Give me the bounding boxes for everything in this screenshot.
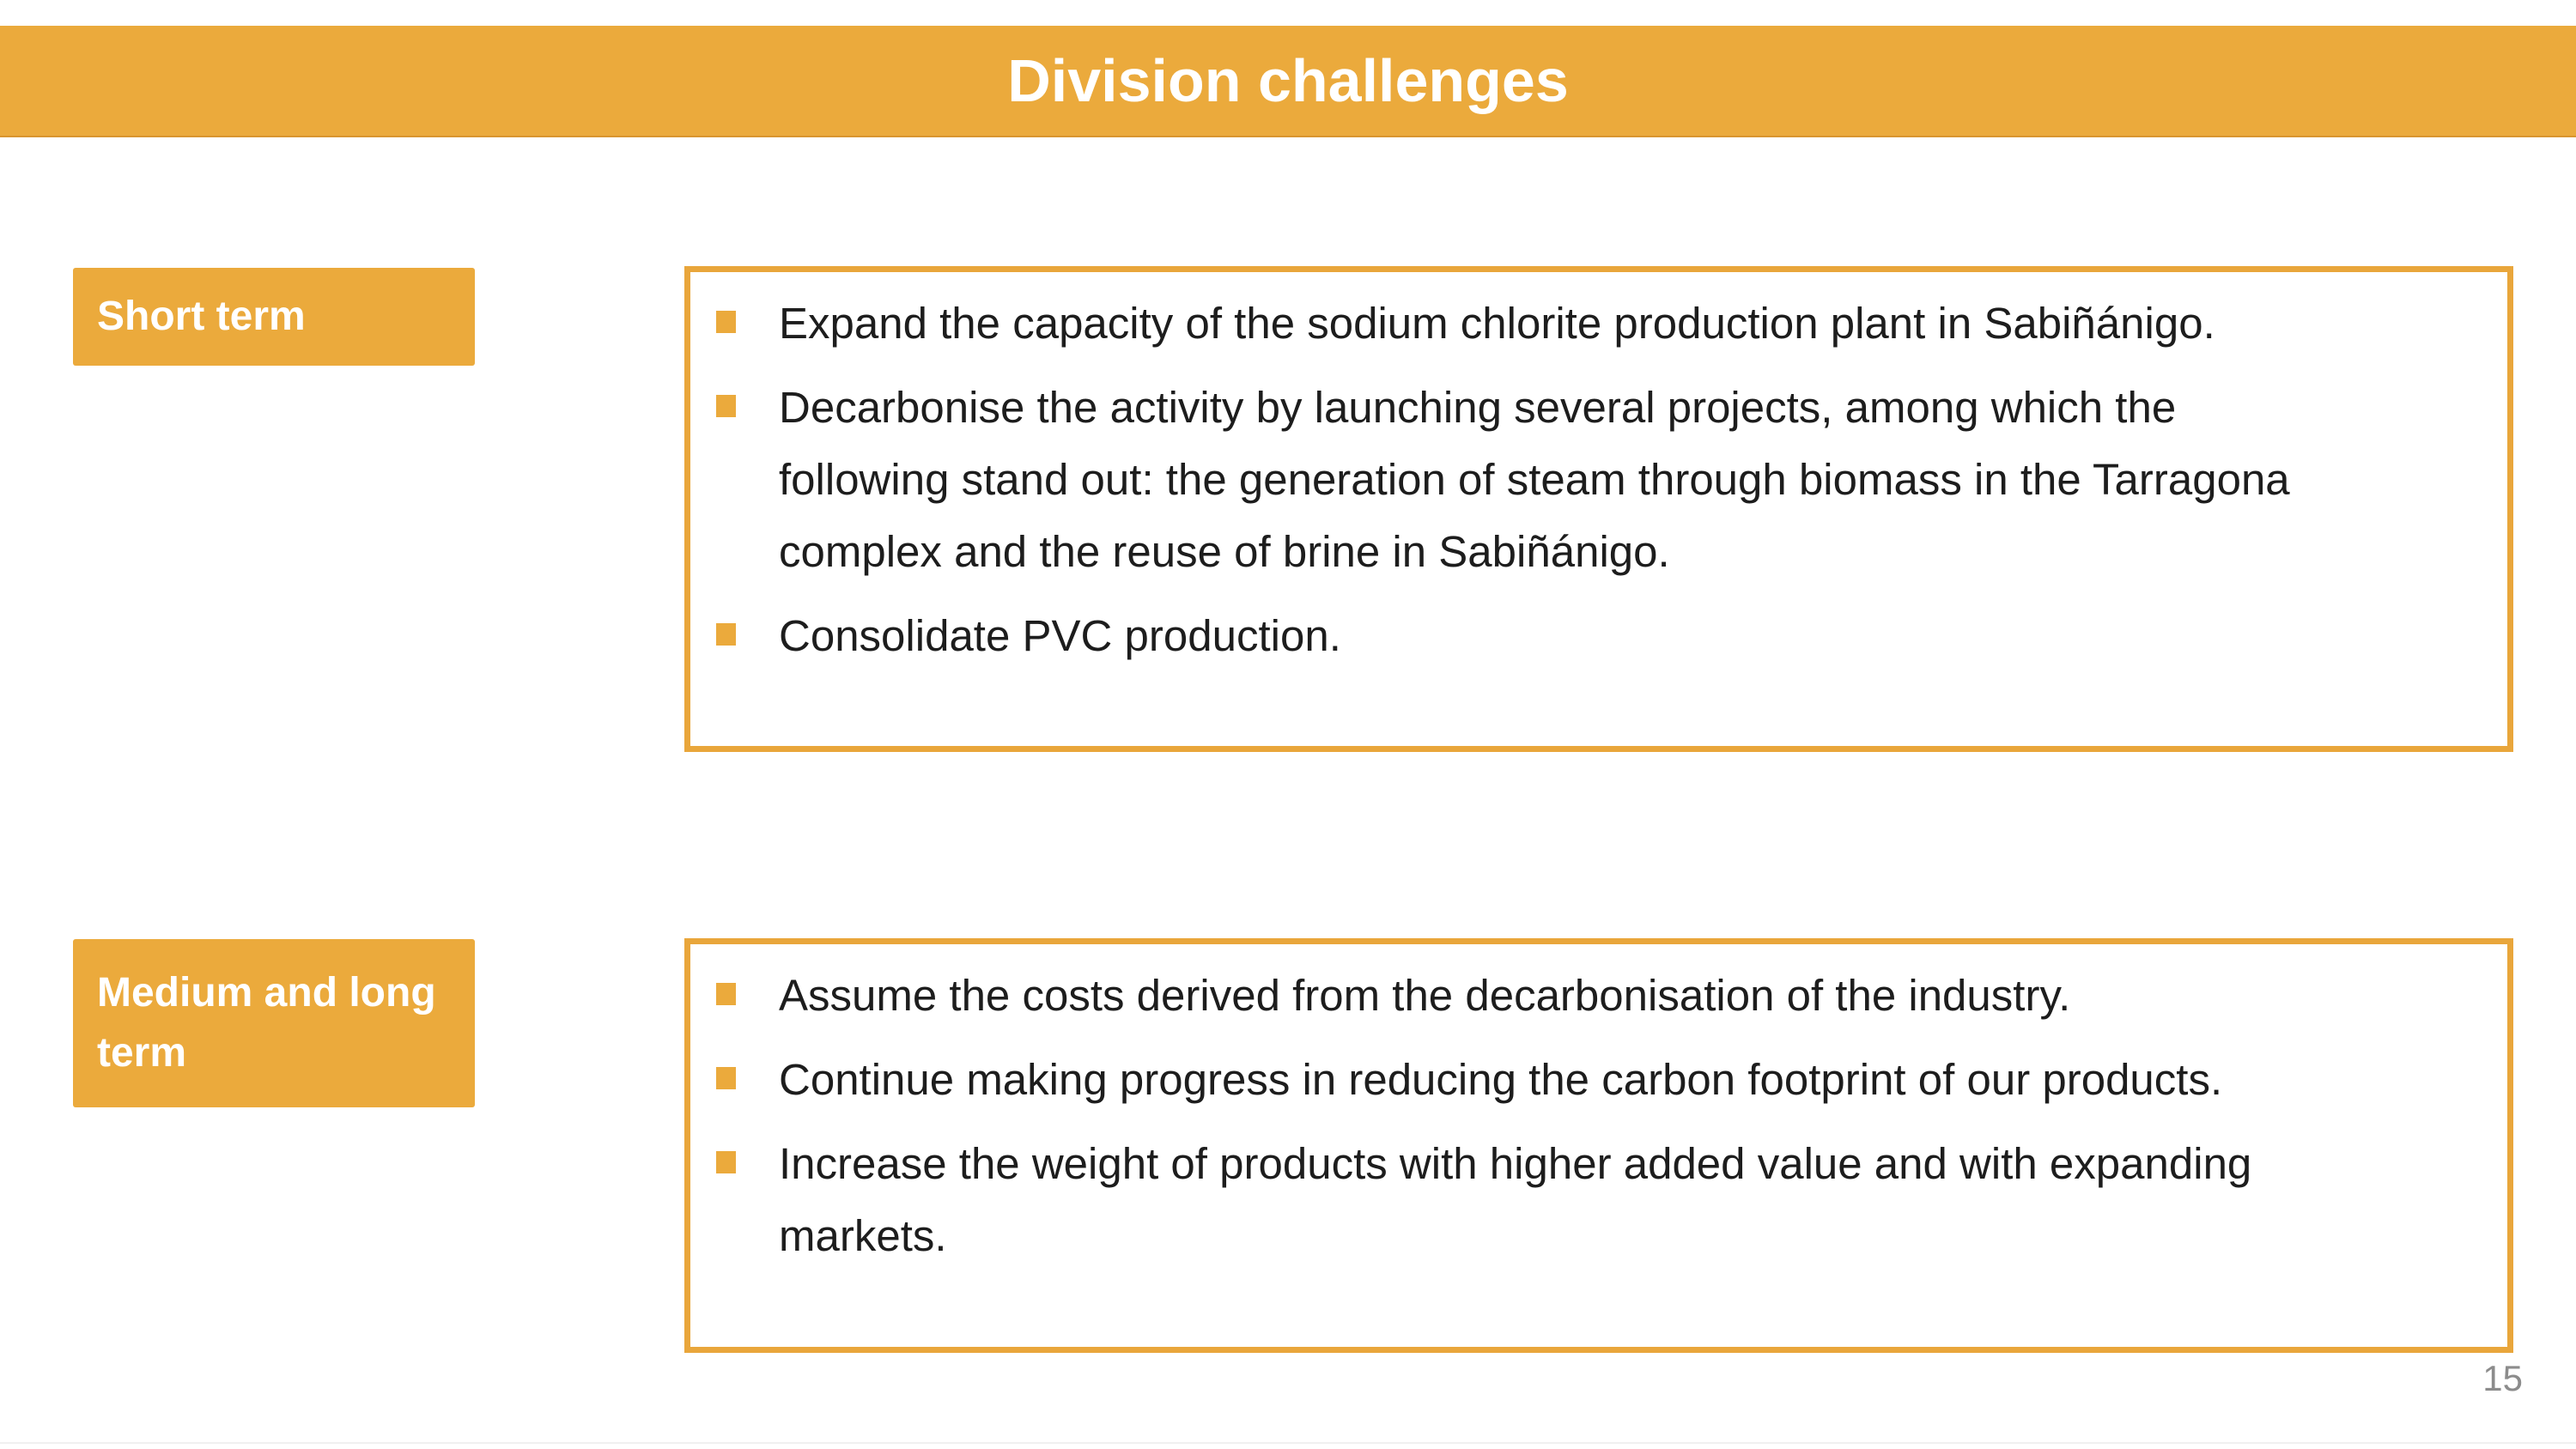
bullet-square-icon bbox=[716, 623, 736, 646]
title-banner: Division challenges bbox=[0, 26, 2576, 137]
bullet-square-icon bbox=[716, 1067, 736, 1089]
section-label-text: Short term bbox=[97, 294, 306, 339]
bullet-square-icon bbox=[716, 395, 736, 417]
bullet-square-icon bbox=[716, 1151, 736, 1173]
bullet-text: Consolidate PVC production. bbox=[779, 611, 1341, 660]
bullet-item: Continue making progress in reducing the… bbox=[690, 1044, 2324, 1116]
bullet-square-icon bbox=[716, 983, 736, 1005]
bottom-divider bbox=[0, 1442, 2576, 1444]
section-content-medium-long-term: Assume the costs derived from the decarb… bbox=[684, 938, 2513, 1353]
bullet-list: Expand the capacity of the sodium chlori… bbox=[690, 288, 2507, 672]
section-label-text: Medium and long term bbox=[97, 970, 436, 1076]
bullet-item: Decarbonise the activity by launching se… bbox=[690, 372, 2324, 588]
bullet-item: Assume the costs derived from the decarb… bbox=[690, 960, 2324, 1032]
bullet-text: Decarbonise the activity by launching se… bbox=[779, 383, 2290, 576]
bullet-item: Expand the capacity of the sodium chlori… bbox=[690, 288, 2324, 360]
bullet-text: Increase the weight of products with hig… bbox=[779, 1139, 2252, 1260]
section-label-medium-long-term: Medium and long term bbox=[73, 939, 475, 1107]
bullet-text: Assume the costs derived from the decarb… bbox=[779, 971, 2071, 1020]
bullet-list: Assume the costs derived from the decarb… bbox=[690, 960, 2507, 1272]
page-number: 15 bbox=[2482, 1358, 2523, 1398]
bullet-text: Continue making progress in reducing the… bbox=[779, 1055, 2223, 1104]
bullet-text: Expand the capacity of the sodium chlori… bbox=[779, 299, 2215, 348]
bullet-square-icon bbox=[716, 311, 736, 333]
section-content-short-term: Expand the capacity of the sodium chlori… bbox=[684, 266, 2513, 752]
bullet-item: Increase the weight of products with hig… bbox=[690, 1128, 2324, 1272]
bullet-item: Consolidate PVC production. bbox=[690, 600, 2324, 672]
section-label-short-term: Short term bbox=[73, 268, 475, 366]
page-title: Division challenges bbox=[1007, 47, 1569, 114]
